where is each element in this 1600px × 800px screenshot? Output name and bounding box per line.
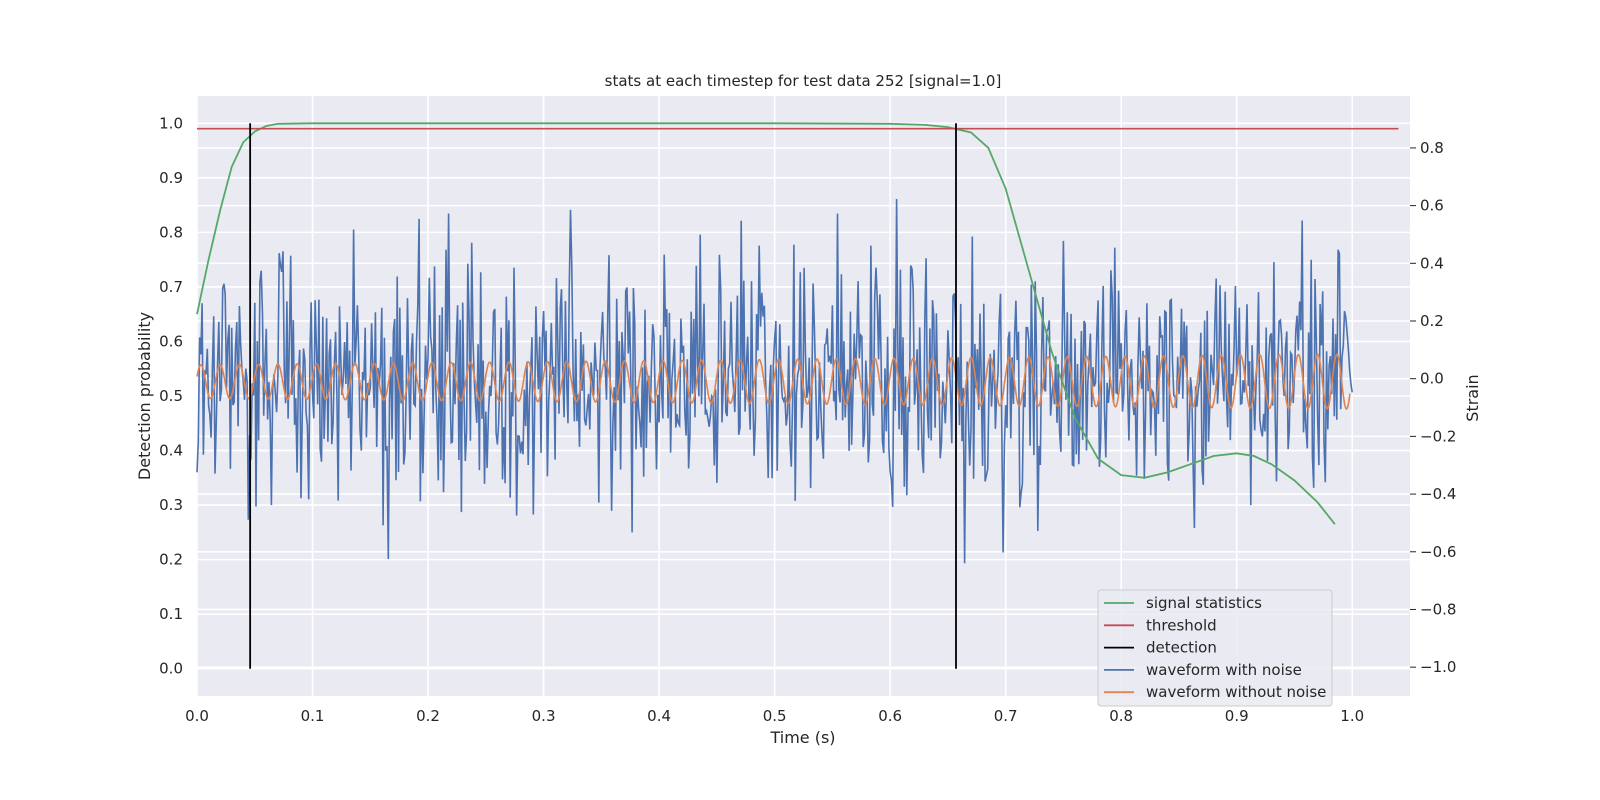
waveform-with-noise-line	[196, 198, 1353, 564]
right-y-axis-label: Strain	[1463, 374, 1482, 421]
right-y-tick-label: 0.6	[1420, 197, 1444, 215]
right-y-tick-label: 0.8	[1420, 139, 1444, 157]
x-tick-label: 0.9	[1225, 707, 1249, 725]
detection-series	[249, 123, 957, 669]
legend: signal statistics threshold detection wavef…	[1097, 589, 1333, 707]
x-tick-label: 0.5	[763, 707, 787, 725]
left-y-tick-label: 1.0	[159, 114, 183, 132]
right-y-tick-label: 0.4	[1420, 254, 1444, 272]
left-y-tick-label: 0.0	[159, 660, 183, 678]
left-y-tick-label: 0.9	[159, 169, 183, 187]
legend-label: waveform without noise	[1146, 683, 1326, 701]
legend-box	[1097, 589, 1333, 707]
left-y-tick-label: 0.1	[159, 605, 183, 623]
left-y-axis-ticks: 0.0 0.1 0.2 0.3 0.4 0.5 0.6 0.7 0.8 0.9 1.0	[159, 114, 183, 677]
right-y-tick-label: 0.2	[1420, 312, 1444, 330]
left-y-tick-label: 0.5	[159, 387, 183, 405]
left-y-axis-label: Detection probability	[135, 312, 154, 480]
right-y-tick-label: 0.0	[1420, 370, 1444, 388]
x-tick-label: 0.4	[647, 707, 671, 725]
chart-title: stats at each timestep for test data 252…	[605, 72, 1002, 90]
left-y-tick-label: 0.8	[159, 223, 183, 241]
waveform-without-noise-line	[196, 353, 1351, 410]
right-y-tick-label: −1.0	[1420, 658, 1456, 676]
x-tick-label: 0.3	[532, 707, 556, 725]
legend-label: threshold	[1146, 616, 1217, 634]
right-y-axis-ticks: −1.0 −0.8 −0.6 −0.4 −0.2 0.0 0.2 0.4 0.6 0.8	[1410, 139, 1456, 676]
x-tick-label: 0.8	[1109, 707, 1133, 725]
left-y-tick-label: 0.6	[159, 332, 183, 350]
x-tick-label: 0.0	[185, 707, 209, 725]
x-tick-label: 1.0	[1340, 707, 1364, 725]
left-y-tick-label: 0.3	[159, 496, 183, 514]
legend-label: waveform with noise	[1146, 661, 1302, 679]
left-y-tick-label: 0.4	[159, 442, 183, 460]
left-y-tick-label: 0.2	[159, 551, 183, 569]
x-tick-label: 0.2	[416, 707, 440, 725]
x-tick-label: 0.6	[878, 707, 902, 725]
x-axis-label: Time (s)	[769, 728, 835, 747]
x-tick-label: 0.7	[994, 707, 1018, 725]
right-y-tick-label: −0.2	[1420, 427, 1456, 445]
waveform-without-noise-series	[196, 353, 1351, 410]
waveform-with-noise-series	[196, 198, 1353, 564]
legend-label: signal statistics	[1146, 594, 1262, 612]
legend-label: detection	[1146, 639, 1217, 657]
right-y-tick-label: −0.4	[1420, 485, 1456, 503]
x-tick-label: 0.1	[301, 707, 325, 725]
left-y-tick-label: 0.7	[159, 278, 183, 296]
right-y-tick-label: −0.6	[1420, 543, 1456, 561]
x-axis-ticks: 0.0 0.1 0.2 0.3 0.4 0.5 0.6 0.7 0.8 0.9 1.0	[185, 707, 1364, 725]
right-y-tick-label: −0.8	[1420, 600, 1456, 618]
